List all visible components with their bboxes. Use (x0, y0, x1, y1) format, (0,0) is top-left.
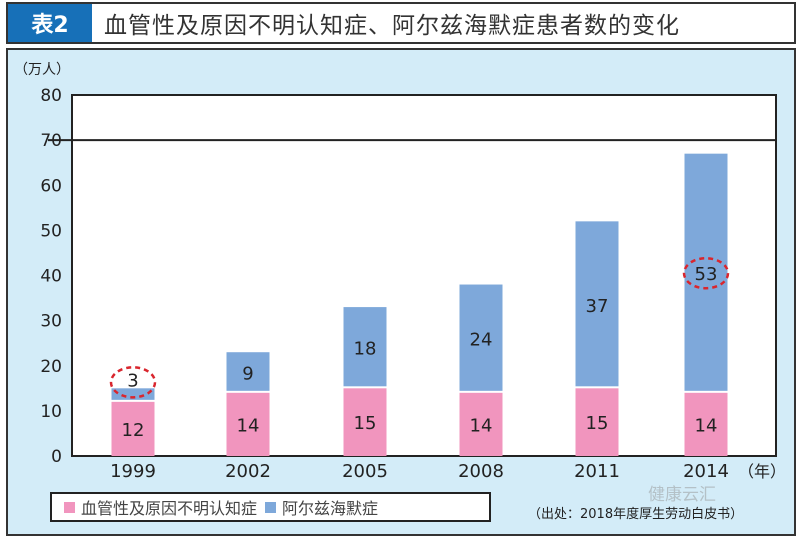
x-tick-label: 1999 (110, 461, 156, 482)
y-tick-label: 70 (40, 131, 62, 151)
chart-header: 表2 血管性及原因不明认知症、阿尔兹海默症患者数的变化 (6, 2, 796, 44)
y-tick-label: 40 (40, 267, 62, 287)
highlight-circle (109, 366, 157, 399)
data-label-vascular: 14 (470, 415, 493, 436)
bar-alzheimer (111, 388, 155, 400)
y-tick-label: 50 (40, 221, 62, 241)
bar-vascular (684, 392, 728, 456)
data-label-vascular: 14 (237, 415, 260, 436)
y-tick-label: 80 (40, 86, 62, 106)
legend-label: 血管性及原因不明认知症 (81, 499, 258, 518)
data-label-alzheimer: 53 (695, 264, 718, 285)
bar-vascular (343, 388, 387, 456)
data-label-alzheimer: 9 (242, 364, 253, 385)
legend-swatch-vascular (64, 501, 75, 513)
x-tick-label: 2011 (574, 461, 620, 482)
plot-area (71, 94, 777, 457)
source-note: （出处：2018年度厚生劳动白皮书） (528, 507, 744, 522)
data-label-alzheimer: 3 (127, 370, 138, 391)
legend-item-alzheimer: 阿尔兹海默症 (265, 495, 378, 519)
bar-vascular (111, 401, 155, 456)
bar-vascular (459, 392, 503, 456)
table-badge: 表2 (8, 4, 92, 42)
legend: 血管性及原因不明认知症 阿尔兹海默症 (50, 492, 491, 522)
data-label-alzheimer: 24 (470, 330, 493, 351)
chart-title: 血管性及原因不明认知症、阿尔兹海默症患者数的变化 (104, 13, 680, 39)
y-tick-label: 30 (40, 312, 62, 332)
legend-item-vascular: 血管性及原因不明认知症 (64, 495, 257, 519)
y-tick-label: 60 (40, 176, 62, 196)
data-label-vascular: 15 (354, 413, 377, 434)
bar-vascular (575, 388, 619, 456)
legend-swatch-alzheimer (265, 501, 277, 513)
x-tick-label: 2002 (225, 461, 271, 482)
x-tick-label: 2014 (683, 461, 729, 482)
data-label-vascular: 15 (586, 413, 609, 434)
watermark: 健康云汇 (648, 485, 716, 505)
data-label-alzheimer: 18 (354, 339, 377, 360)
legend-label: 阿尔兹海默症 (282, 499, 379, 518)
data-label-vascular: 12 (122, 420, 145, 441)
bar-vascular (226, 392, 270, 456)
x-tick-label: 2008 (458, 461, 504, 482)
y-axis-label: （万人） (14, 62, 70, 78)
bar-alzheimer (684, 153, 728, 391)
bar-alzheimer (226, 352, 270, 391)
bar-alzheimer (575, 221, 619, 387)
data-label-vascular: 14 (695, 415, 718, 436)
x-axis-label: （年） (738, 462, 786, 481)
bar-alzheimer (459, 284, 503, 391)
bar-alzheimer (343, 307, 387, 387)
x-tick-label: 2005 (342, 461, 388, 482)
y-tick-label: 20 (40, 357, 62, 377)
highlight-circle (682, 256, 730, 290)
data-label-alzheimer: 37 (586, 296, 609, 317)
y-tick-label: 10 (40, 402, 62, 422)
y-tick-label: 0 (51, 447, 62, 467)
